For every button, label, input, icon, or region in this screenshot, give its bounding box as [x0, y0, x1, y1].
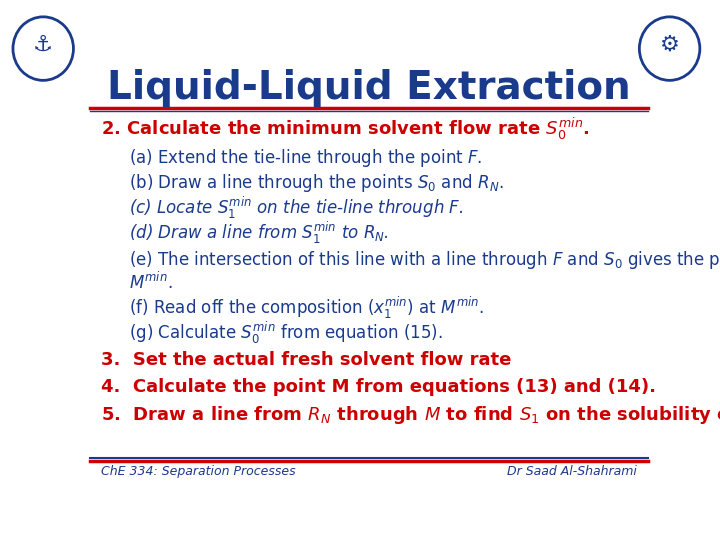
Text: (a) Extend the tie-line through the point $F$.: (a) Extend the tie-line through the poin… [129, 147, 482, 170]
Text: (f) Read off the composition ($x_1^{min}$) at $M^{min}$.: (f) Read off the composition ($x_1^{min}… [129, 295, 485, 321]
Text: (c) Locate $S_1^{min}$ on the tie-line through $F$.: (c) Locate $S_1^{min}$ on the tie-line t… [129, 195, 464, 221]
Text: ⚓: ⚓ [33, 35, 53, 55]
Text: $M^{min}$.: $M^{min}$. [129, 271, 173, 293]
Text: Dr Saad Al-Shahrami: Dr Saad Al-Shahrami [507, 465, 637, 478]
Text: (d) Draw a line from $S_1^{min}$ to $R_N$.: (d) Draw a line from $S_1^{min}$ to $R_N… [129, 220, 389, 246]
Text: ChE 334: Separation Processes: ChE 334: Separation Processes [101, 465, 296, 478]
Text: Liquid-Liquid Extraction: Liquid-Liquid Extraction [107, 69, 631, 107]
Text: 2. Calculate the minimum solvent flow rate $S_0^{min}$.: 2. Calculate the minimum solvent flow ra… [101, 116, 590, 143]
Text: ⚙: ⚙ [660, 35, 680, 55]
Text: (g) Calculate $S_0^{min}$ from equation (15).: (g) Calculate $S_0^{min}$ from equation … [129, 320, 443, 346]
Text: 4.  Calculate the point M from equations (13) and (14).: 4. Calculate the point M from equations … [101, 378, 656, 396]
Text: 5.  Draw a line from $R_N$ through $M$ to find $S_1$ on the solubility curve.: 5. Draw a line from $R_N$ through $M$ to… [101, 404, 720, 426]
Text: 3.  Set the actual fresh solvent flow rate: 3. Set the actual fresh solvent flow rat… [101, 351, 511, 369]
Text: (b) Draw a line through the points $S_0$ and $R_N$.: (b) Draw a line through the points $S_0$… [129, 172, 504, 194]
Text: (e) The intersection of this line with a line through $F$ and $S_0$ gives the po: (e) The intersection of this line with a… [129, 249, 720, 271]
